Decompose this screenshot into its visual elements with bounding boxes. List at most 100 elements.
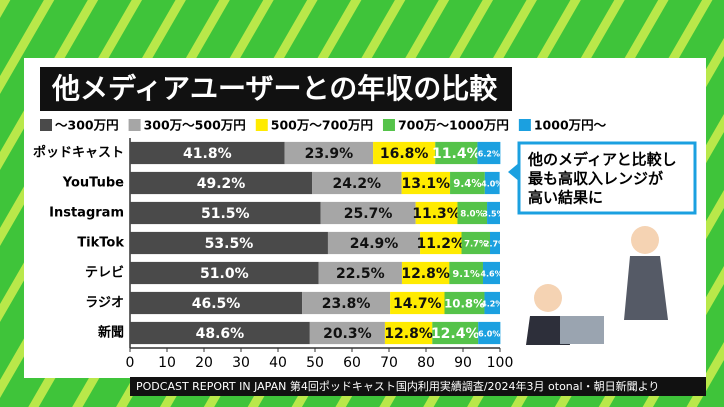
bar-segment	[130, 291, 303, 315]
bar-segment	[449, 261, 483, 285]
x-tick-label: 60	[343, 355, 361, 371]
value-label: 7.7%	[464, 239, 488, 249]
bar-segment	[461, 231, 491, 255]
value-label: 9.1%	[452, 269, 480, 280]
y-tick-label: 新聞	[98, 325, 124, 341]
bar-segment	[457, 201, 488, 225]
value-label: 11.3%	[412, 206, 461, 222]
value-label: 11.2%	[417, 236, 466, 252]
annotation: 最も高収入レンジが	[528, 170, 664, 188]
value-label: 41.8%	[183, 146, 232, 162]
legend-swatch	[128, 119, 141, 131]
bar-segment	[420, 231, 462, 255]
x-tick-label: 90	[454, 355, 472, 371]
value-label: 10.8%	[444, 297, 485, 311]
value-label: 46.5%	[192, 296, 241, 312]
value-label: 23.8%	[322, 296, 371, 312]
x-tick-label: 20	[195, 355, 213, 371]
y-tick-label: Instagram	[49, 206, 124, 221]
bar-segment	[312, 171, 402, 195]
value-label: 24.9%	[350, 236, 399, 252]
legend-swatch	[518, 119, 531, 131]
bar-segment	[130, 231, 328, 255]
value-label: 51.5%	[201, 206, 250, 222]
bar-segment	[130, 321, 310, 345]
bar-segment	[478, 321, 501, 345]
value-label: 9.4%	[453, 179, 481, 190]
value-label: 11.4%	[432, 146, 481, 162]
x-tick-label: 50	[306, 355, 324, 371]
bar-segment	[435, 141, 478, 165]
bar-segment	[432, 321, 479, 345]
value-label: 20.3%	[323, 326, 372, 342]
legend-label: 700万～1000万円	[398, 118, 509, 133]
callout-box	[517, 141, 697, 215]
source: PODCAST REPORT IN JAPAN 第4回ポッドキャスト国内利用実績…	[136, 379, 659, 393]
x-tick-label: 40	[269, 355, 287, 371]
x-tick-label: 0	[126, 355, 135, 371]
annotation: 他のメディアと比較し	[527, 151, 677, 169]
bar-segment	[444, 291, 485, 315]
title-box	[40, 67, 512, 111]
value-label: 22.5%	[336, 266, 385, 282]
value-label: 8.0%	[460, 210, 484, 220]
y-tick-label: TikTok	[77, 236, 124, 251]
callout-pointer	[508, 162, 520, 182]
bar-segment	[390, 291, 445, 315]
value-label: 24.2%	[333, 176, 382, 192]
legend-label: ～300万円	[55, 118, 119, 133]
value-label: 25.7%	[344, 206, 393, 222]
x-tick-label: 80	[417, 355, 435, 371]
legend-label: 300万～500万円	[144, 118, 246, 133]
value-label: 2.7%	[484, 240, 506, 249]
y-tick-label: YouTube	[62, 176, 124, 191]
legend-swatch	[40, 119, 52, 131]
value-label: 16.8%	[380, 146, 429, 162]
value-label: 12.8%	[384, 326, 433, 342]
bar-segment	[482, 261, 500, 285]
value-label: 3.5%	[482, 210, 504, 219]
chart-title: 他メディアユーザーとの年収の比較	[51, 72, 498, 105]
bar-segment	[415, 201, 458, 225]
value-label: 12.4%	[431, 326, 480, 342]
bar-segment	[130, 261, 319, 285]
bar-segment	[130, 201, 321, 225]
y-tick-label: ラジオ	[85, 296, 124, 311]
value-label: 4.0%	[481, 180, 503, 189]
bar-segment	[490, 231, 500, 255]
bar-segment	[318, 261, 402, 285]
bar-segment	[384, 321, 433, 345]
value-label: 49.2%	[197, 176, 246, 192]
bar-segment	[401, 261, 450, 285]
source-bar	[130, 377, 706, 396]
x-tick-label: 70	[380, 355, 398, 371]
value-label: 51.0%	[200, 266, 249, 282]
value-label: 6.2%	[478, 150, 500, 159]
bar-segment	[484, 171, 500, 195]
annotation: 高い結果に	[528, 189, 603, 207]
y-tick-label: ポッドキャスト	[33, 145, 124, 161]
value-label: 12.8%	[401, 266, 450, 282]
bar-segment	[373, 141, 436, 165]
bar-segment	[320, 201, 416, 225]
value-label: 53.5%	[205, 236, 254, 252]
bar-segment	[130, 141, 285, 165]
bar-segment	[484, 291, 500, 315]
legend-label: 500万～700万円	[271, 118, 373, 133]
bar-segment	[450, 171, 485, 195]
legend-label: 1000万円～	[534, 118, 607, 133]
bar-segment	[284, 141, 374, 165]
value-label: 48.6%	[196, 326, 245, 342]
bar-segment	[327, 231, 421, 255]
value-label: 13.1%	[402, 176, 451, 192]
value-label: 14.7%	[393, 296, 442, 312]
bar-segment	[487, 201, 500, 225]
x-tick-label: 30	[232, 355, 250, 371]
bar-segment	[309, 321, 385, 345]
y-tick-label: テレビ	[85, 265, 124, 281]
bar-segment	[477, 141, 501, 165]
bar-segment	[302, 291, 391, 315]
value-label: 4.2%	[481, 300, 503, 309]
value-label: 6.0%	[478, 330, 500, 339]
